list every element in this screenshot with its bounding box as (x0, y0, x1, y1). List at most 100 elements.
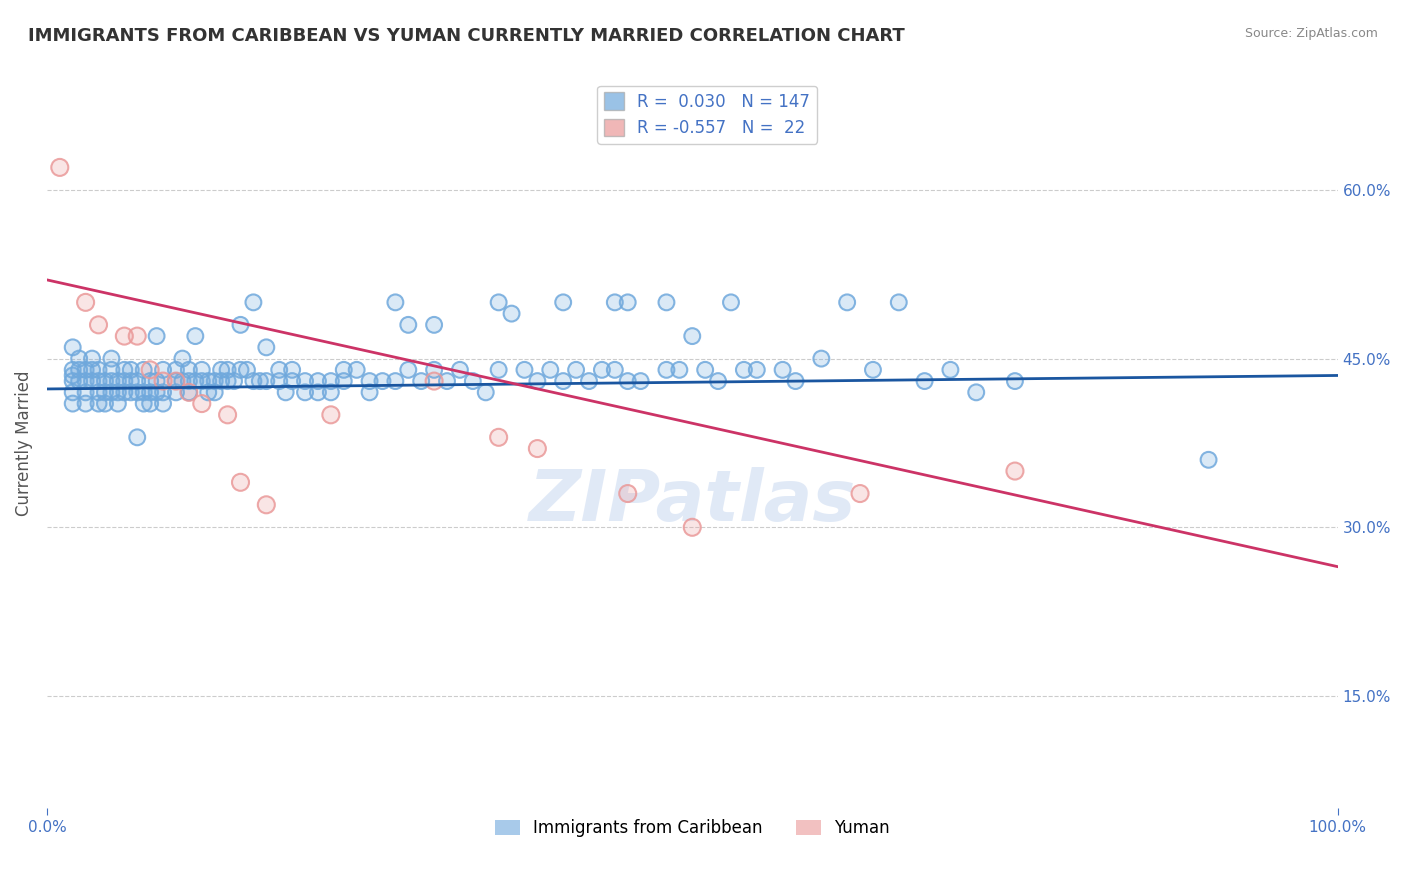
Point (488, 430, 510, 444)
Point (810, 351, 832, 366)
Point (578, 374, 600, 388)
Point (165, 385, 187, 400)
Point (112, 374, 135, 388)
Point (965, 385, 987, 400)
Point (127, 430, 149, 444)
Point (67, 363, 90, 377)
Point (254, 340, 277, 354)
Point (209, 363, 232, 377)
Point (107, 396, 129, 410)
Point (474, 385, 496, 400)
Point (120, 363, 142, 377)
Point (242, 374, 264, 388)
Point (100, 351, 122, 366)
Point (538, 363, 561, 377)
Point (319, 385, 342, 400)
Point (733, 363, 755, 377)
Point (488, 363, 510, 377)
Point (887, 295, 910, 310)
Point (294, 374, 316, 388)
Point (294, 374, 316, 388)
Point (423, 363, 446, 377)
Point (75, 363, 97, 377)
Point (384, 295, 406, 310)
Point (565, 363, 588, 377)
Point (152, 396, 174, 410)
Point (120, 374, 142, 388)
Point (80, 351, 103, 366)
Point (411, 374, 433, 388)
Point (1198, 452, 1220, 467)
Point (236, 363, 259, 377)
Point (294, 385, 316, 400)
Point (100, 385, 122, 400)
Point (209, 374, 232, 388)
Point (165, 374, 187, 388)
Point (165, 374, 187, 388)
Point (384, 374, 406, 388)
Point (578, 374, 600, 388)
Point (229, 363, 252, 377)
Point (177, 385, 200, 400)
Point (94, 374, 117, 388)
Point (217, 408, 239, 422)
Point (254, 340, 277, 354)
Point (132, 363, 155, 377)
Point (139, 374, 162, 388)
Point (222, 374, 245, 388)
Point (668, 363, 690, 377)
Point (80, 363, 103, 377)
Point (112, 374, 135, 388)
Point (94, 374, 117, 388)
Point (62, 385, 84, 400)
Text: ZIPatlas: ZIPatlas (529, 467, 856, 536)
Point (733, 363, 755, 377)
Point (616, 295, 638, 310)
Point (1004, 464, 1026, 478)
Point (785, 374, 807, 388)
Point (222, 374, 245, 388)
Point (67, 351, 90, 366)
Point (269, 363, 291, 377)
Point (132, 396, 155, 410)
Point (49, 161, 72, 175)
Point (177, 385, 200, 400)
Point (616, 295, 638, 310)
Point (112, 363, 135, 377)
Point (80, 351, 103, 366)
Point (132, 396, 155, 410)
Point (145, 329, 167, 343)
Point (67, 374, 90, 388)
Point (707, 374, 730, 388)
Point (107, 385, 129, 400)
Point (274, 385, 297, 400)
Point (62, 374, 84, 388)
Point (62, 396, 84, 410)
Point (62, 385, 84, 400)
Point (396, 318, 419, 332)
Point (165, 385, 187, 400)
Point (745, 363, 768, 377)
Point (132, 385, 155, 400)
Point (249, 374, 271, 388)
Point (553, 0, 575, 6)
Point (94, 385, 117, 400)
Point (436, 374, 458, 388)
Point (120, 385, 142, 400)
Point (553, 295, 575, 310)
Point (100, 351, 122, 366)
Point (269, 363, 291, 377)
Point (177, 363, 200, 377)
Point (384, 295, 406, 310)
Point (319, 408, 342, 422)
Point (197, 385, 219, 400)
Point (281, 374, 304, 388)
Point (526, 442, 548, 456)
Point (139, 363, 162, 377)
Point (184, 329, 207, 343)
Point (603, 363, 626, 377)
Point (152, 374, 174, 388)
Point (849, 486, 872, 500)
Point (281, 363, 304, 377)
Point (87, 374, 110, 388)
